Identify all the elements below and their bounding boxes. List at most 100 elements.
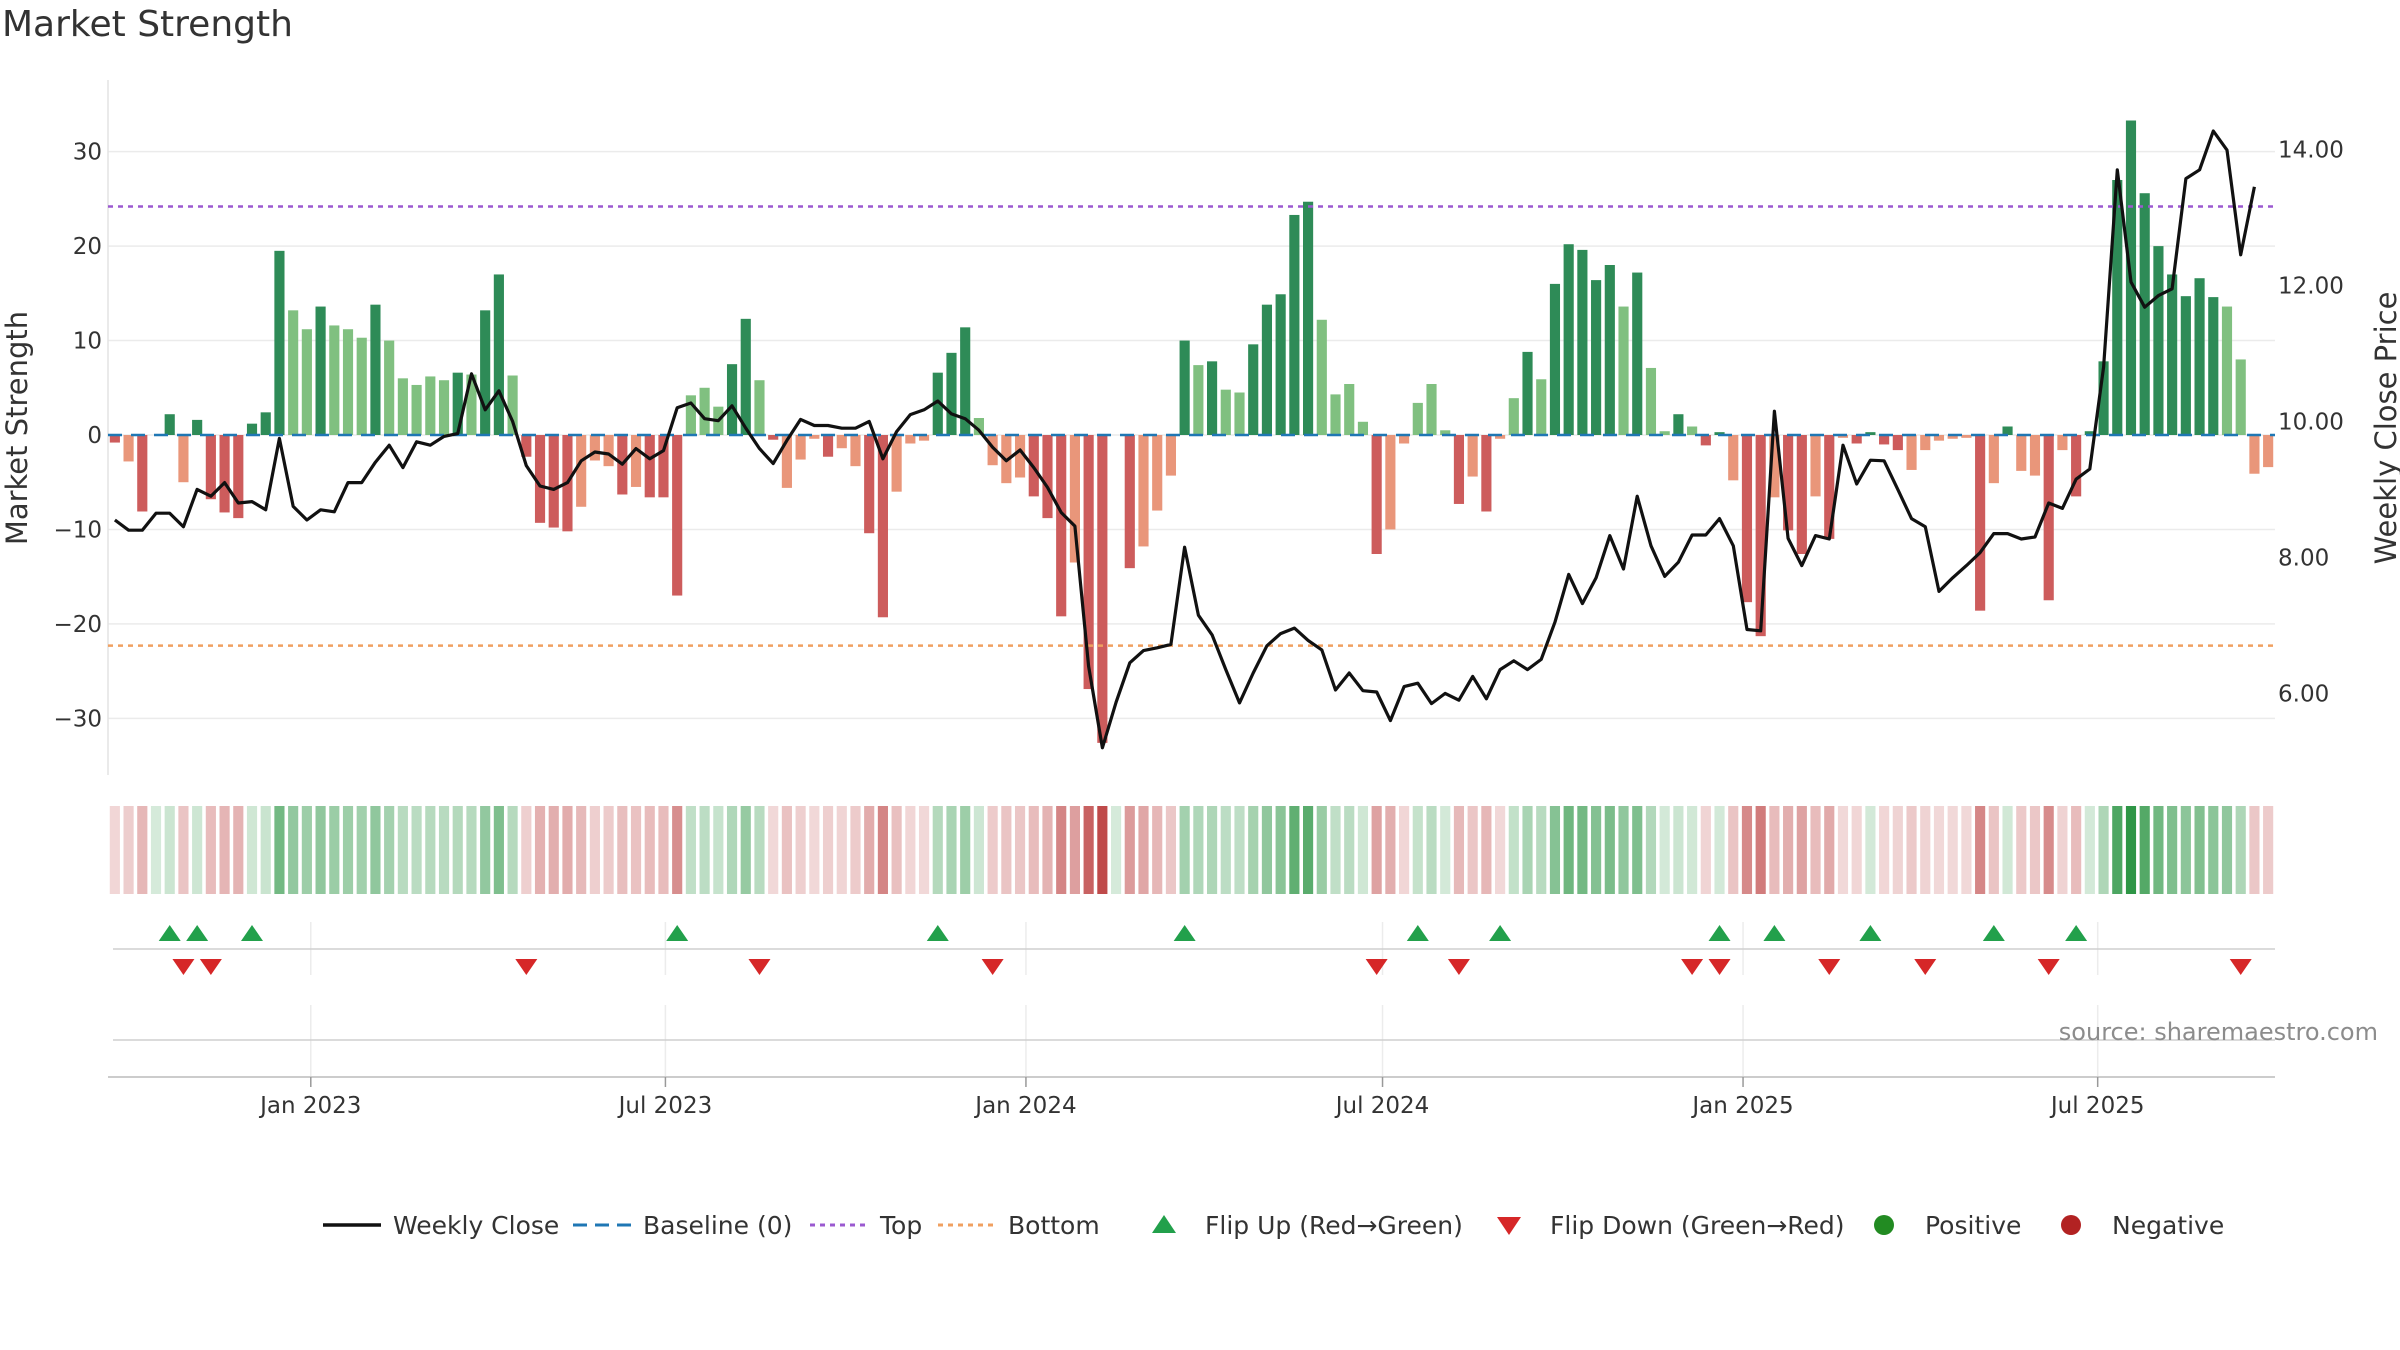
heat-strip-cell xyxy=(1440,806,1451,894)
heat-strip-cell xyxy=(1330,806,1341,894)
y-left-axis-label: Market Strength xyxy=(0,311,34,545)
heat-strip-cell xyxy=(1659,806,1670,894)
heat-strip-cell xyxy=(246,806,258,894)
heat-strip-cell xyxy=(617,806,628,894)
heat-strip-cell xyxy=(781,806,792,894)
strength-bar xyxy=(644,435,655,498)
heat-strip-cell xyxy=(576,806,587,894)
flip-up-marker xyxy=(926,925,949,941)
heat-strip-cell xyxy=(877,806,888,894)
strength-bar xyxy=(1357,421,1369,435)
strength-bar xyxy=(548,435,559,528)
heat-strip-cell xyxy=(2167,806,2178,894)
strength-bar xyxy=(1687,426,1698,435)
heat-strip-cell xyxy=(1632,806,1643,894)
heat-strip-cell xyxy=(1001,806,1012,894)
heat-strip-cell xyxy=(1577,806,1588,894)
heat-strip-cell xyxy=(1522,806,1533,894)
strength-bar xyxy=(1988,435,1999,484)
heat-strip-cell xyxy=(960,806,971,894)
strength-bar xyxy=(1769,435,1780,498)
flip-up-marker xyxy=(1489,925,1512,941)
strength-bar xyxy=(356,337,367,435)
strength-bar xyxy=(2098,361,2109,435)
strength-bar xyxy=(2153,246,2164,435)
strength-bar xyxy=(301,329,312,435)
strength-bar xyxy=(315,306,326,435)
strength-bar xyxy=(466,374,477,435)
x-tick-label: Jul 2024 xyxy=(1334,1093,1430,1119)
y-right-axis-label: Weekly Close Price xyxy=(2369,292,2400,565)
strength-bar xyxy=(1604,265,1615,435)
strength-bar xyxy=(1303,201,1314,435)
strength-bar xyxy=(905,435,916,444)
y-right-tick-label: 6.00 xyxy=(2278,681,2329,707)
strength-bar xyxy=(2180,296,2191,435)
strength-bar xyxy=(1453,435,1465,504)
heat-strip-cell xyxy=(1536,806,1547,894)
heat-strip-cell xyxy=(768,806,779,894)
heat-strip-cell xyxy=(150,806,162,894)
flip-up-marker xyxy=(1406,925,1429,941)
strength-bar xyxy=(809,435,820,439)
flip-down-marker xyxy=(2037,959,2060,975)
flip-down-marker xyxy=(1681,959,1704,975)
heat-strip-cell xyxy=(1714,806,1725,894)
heat-strip-cell xyxy=(1700,806,1711,894)
heat-strip-cell xyxy=(1810,806,1821,894)
heat-strip-cell xyxy=(1261,806,1273,894)
strength-bar xyxy=(1673,414,1684,435)
heat-strip-cell xyxy=(2071,806,2082,894)
strength-bar xyxy=(960,327,971,435)
heat-strip-cell xyxy=(1426,806,1437,894)
heat-strip-cell xyxy=(356,806,367,894)
x-tick-label: Jan 2024 xyxy=(973,1093,1076,1119)
strength-bar xyxy=(726,364,738,435)
heat-strip-cell xyxy=(1495,806,1506,894)
heat-strip-cell xyxy=(932,806,943,894)
strength-bar xyxy=(2263,435,2274,468)
strength-bar xyxy=(438,380,450,435)
heat-strip-cell xyxy=(164,806,175,894)
strength-bar xyxy=(836,435,847,449)
chart-title: Market Strength xyxy=(2,4,293,45)
strength-bar xyxy=(260,412,271,435)
heat-strip-cell xyxy=(946,806,957,894)
heat-strip-cell xyxy=(534,806,546,894)
strength-bar xyxy=(2235,359,2246,435)
heat-strip-cell xyxy=(2208,806,2219,894)
heat-strip-cell xyxy=(589,806,600,894)
strength-bar xyxy=(918,435,930,441)
heat-strip-cell xyxy=(1769,806,1780,894)
heat-strip-cell xyxy=(1152,806,1163,894)
heat-strip-cell xyxy=(1028,806,1039,894)
heat-strip-cell xyxy=(1234,806,1245,894)
heat-strip-cell xyxy=(123,806,134,894)
heat-strip-cell xyxy=(397,806,408,894)
strength-bar xyxy=(480,310,491,435)
heat-strip-cell xyxy=(507,806,518,894)
flip-down-marker xyxy=(1708,959,1731,975)
strength-bar xyxy=(630,435,642,487)
heat-strip-cell xyxy=(1385,806,1396,894)
strength-bar xyxy=(1865,432,1876,435)
heat-strip-cell xyxy=(1481,806,1492,894)
heat-strip-cell xyxy=(713,806,724,894)
legend-label: Weekly Close xyxy=(393,1211,559,1240)
heat-strip-cell xyxy=(438,806,450,894)
heat-strip-cell xyxy=(2029,806,2041,894)
flip-up-marker xyxy=(1708,925,1731,941)
y-left-tick-label: −10 xyxy=(53,517,102,543)
heat-strip-cell xyxy=(1124,806,1135,894)
flip-up-marker xyxy=(1982,925,2005,941)
heat-strip-cell xyxy=(726,806,738,894)
heat-strip-cell xyxy=(1549,806,1561,894)
heat-strip-cell xyxy=(1289,806,1300,894)
heat-strip-cell xyxy=(740,806,751,894)
heat-strip-cell xyxy=(1645,806,1657,894)
flip-down-marker xyxy=(1365,959,1388,975)
heat-strip-cell xyxy=(1042,806,1053,894)
strength-bar xyxy=(1165,435,1177,476)
strength-bar xyxy=(1385,435,1396,530)
